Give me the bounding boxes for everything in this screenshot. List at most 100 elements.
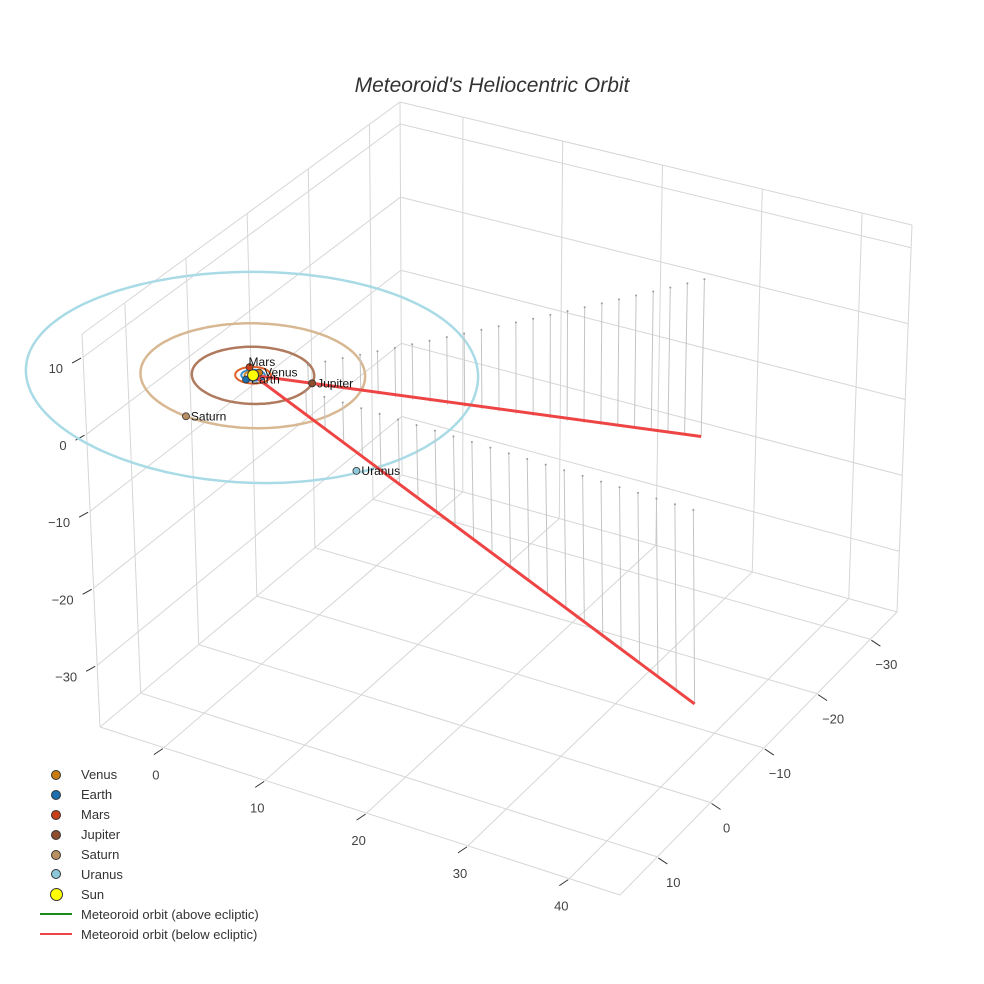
box-edge <box>81 101 401 335</box>
back-wall-gridline-x <box>751 189 763 572</box>
drop-line-dot <box>359 353 362 356</box>
floor-gridline-y <box>140 692 658 858</box>
drop-line-dot <box>600 302 603 305</box>
legend-item-venus[interactable]: Venus <box>36 765 259 785</box>
drop-line-dot <box>636 491 639 494</box>
legend-item-mars[interactable]: Mars <box>36 805 259 825</box>
drop-line-dot <box>526 457 529 460</box>
drop-line-dot <box>652 290 655 293</box>
drop-line <box>376 351 379 395</box>
z-tick-label: 0 <box>59 438 66 453</box>
drop-line-dot <box>497 325 500 328</box>
drop-line <box>617 299 620 427</box>
drop-line <box>692 509 696 704</box>
red-line-icon <box>40 933 72 936</box>
drop-line-dot <box>376 350 379 353</box>
drop-line-dot <box>341 357 344 360</box>
side-wall-gridline-z <box>86 196 401 435</box>
drop-line <box>416 425 419 497</box>
orbit-uranus <box>24 270 480 485</box>
legend-item-sun[interactable]: Sun <box>36 884 259 904</box>
legend-item-jupiter[interactable]: Jupiter <box>36 825 259 845</box>
drop-line-dot <box>445 336 448 339</box>
drop-line-dot <box>507 452 510 455</box>
drop-line <box>583 307 586 423</box>
box-edge <box>99 474 403 728</box>
drop-line <box>452 436 456 524</box>
drop-line-dot <box>669 286 672 289</box>
drop-line <box>600 481 604 635</box>
drop-line-dot <box>566 310 569 313</box>
meteoroid-orbit <box>252 373 702 706</box>
drop-line-dot <box>378 412 381 415</box>
back-wall-gridline-x <box>558 141 564 519</box>
x-tick-label: 0 <box>152 768 159 783</box>
drop-line <box>489 447 493 552</box>
floor-gridline-y <box>314 547 818 695</box>
mars-marker-icon <box>51 809 61 820</box>
box-edge <box>99 726 621 896</box>
drop-line <box>674 504 677 690</box>
legend-item-saturn[interactable]: Saturn <box>36 845 259 865</box>
drop-line <box>545 464 548 593</box>
y-tick-label: 0 <box>723 820 730 835</box>
jupiter-marker-icon <box>51 829 61 840</box>
saturn-marker-icon <box>51 849 61 860</box>
drop-line <box>411 344 414 400</box>
drop-line <box>305 391 307 415</box>
side-wall-gridline-y <box>307 168 316 548</box>
drop-line <box>508 453 512 566</box>
z-tick-mark <box>85 665 96 672</box>
box-edge <box>81 333 101 728</box>
box-edge <box>399 101 913 226</box>
drop-line <box>379 413 382 469</box>
drop-line-dot <box>393 346 396 349</box>
uranus-marker[interactable] <box>352 467 361 475</box>
meteoroid-orbit-below-line <box>252 373 702 439</box>
x-tick-mark <box>559 879 569 887</box>
drop-line <box>633 295 637 429</box>
side-wall-gridline-y <box>185 258 200 645</box>
drop-line-dot <box>600 480 603 483</box>
floor-gridline-x <box>264 518 560 781</box>
drop-line <box>324 361 327 387</box>
drop-line <box>637 492 641 663</box>
z-tick-mark <box>75 434 85 441</box>
legend-item-meteoroid-above[interactable]: Meteoroid orbit (above ecliptic) <box>36 904 259 924</box>
z-tick-label: −20 <box>52 592 74 607</box>
floor-gridline-x <box>568 598 850 879</box>
box-edge <box>401 474 898 613</box>
back-wall-gridline-z <box>400 196 909 325</box>
mars-label: Mars <box>249 355 276 369</box>
drop-line <box>619 487 622 649</box>
orbit-jupiter <box>190 345 316 406</box>
side-wall-gridline-y <box>124 302 142 694</box>
saturn-marker[interactable] <box>182 412 190 421</box>
drop-line-dot <box>470 441 473 444</box>
back-wall-gridline-z <box>399 123 912 249</box>
box-edge <box>399 101 403 476</box>
drop-line-dot <box>544 463 547 466</box>
back-wall-gridline-z <box>401 416 900 552</box>
sun-marker[interactable] <box>247 369 260 382</box>
y-tick-mark <box>658 857 668 865</box>
jupiter-marker[interactable] <box>308 379 316 388</box>
drop-line <box>434 430 438 510</box>
legend-item-uranus[interactable]: Uranus <box>36 864 259 884</box>
drop-line-dot <box>618 486 621 489</box>
drop-line <box>700 279 705 437</box>
legend-item-earth[interactable]: Earth <box>36 785 259 805</box>
uranus-label: Uranus <box>361 464 400 478</box>
drop-line-dot <box>433 429 436 432</box>
saturn-label: Saturn <box>191 409 226 423</box>
z-tick-label: −10 <box>48 515 70 530</box>
axis-ticks: 0 10 20 30 40 −30 −20 −10 0 10 −30 −20 −10 0 10 <box>48 357 897 914</box>
green-line-icon <box>40 913 72 916</box>
drop-line-dot <box>306 363 309 366</box>
legend-item-meteoroid-below[interactable]: Meteoroid orbit (below ecliptic) <box>36 924 259 944</box>
drop-line <box>360 408 363 456</box>
drop-line-dot <box>360 407 363 410</box>
floor-gridline-y <box>198 644 711 803</box>
